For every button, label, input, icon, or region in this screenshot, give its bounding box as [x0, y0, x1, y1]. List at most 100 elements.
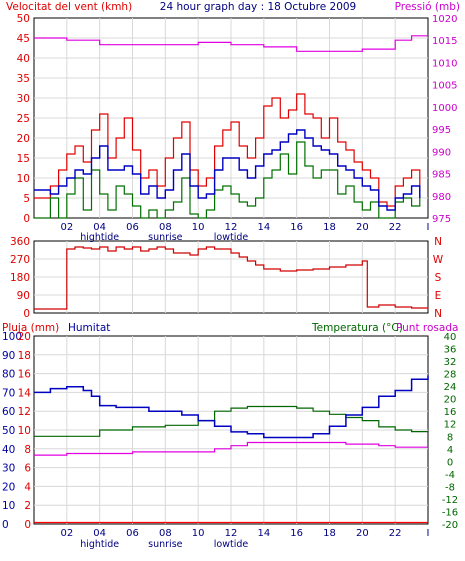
series-line-gust: [34, 93, 421, 207]
humidity-y-tick-label: 70: [2, 387, 15, 399]
rain-y-tick-label: 4: [24, 481, 31, 493]
compass-tick-label: S: [435, 272, 442, 284]
tide-label-bottom: lowtide: [214, 539, 249, 550]
wind-axis-title: Velocitat del vent (kmh): [6, 1, 132, 13]
pressure-y-tick-label: 990: [432, 147, 451, 158]
compass-tick-label: W: [433, 254, 444, 266]
x-tick-label-top: 16: [290, 222, 303, 233]
x-tick-label-bottom: 18: [323, 528, 336, 539]
x-tick-label-bottom: 12: [225, 528, 238, 539]
x-tick-label-top: 20: [356, 222, 369, 233]
pressure-y-tick-label: 1000: [432, 103, 457, 114]
direction-y-tick-label: 180: [10, 272, 30, 284]
compass-tick-label: N: [434, 308, 442, 320]
humidity-axis-title: Humitat: [68, 322, 110, 334]
series-line-avg: [34, 129, 421, 211]
humidity-y-tick-label: 40: [2, 444, 15, 456]
x-tick-label-bottom: 02: [60, 528, 73, 539]
tide-label-bottom: hightide: [80, 539, 119, 550]
x-tick-label-top: 04: [93, 222, 106, 233]
wind-y-tick-label: 15: [17, 153, 30, 165]
x-tick-label-bottom: 22: [389, 528, 402, 539]
pressure-y-tick-label: 975: [432, 214, 451, 225]
series-line-min: [34, 141, 421, 219]
wind-y-tick-label: 30: [17, 93, 30, 105]
direction-y-tick-label: 0: [23, 308, 30, 320]
rain-y-tick-label: 2: [24, 500, 31, 512]
series-line-pressure: [34, 35, 428, 52]
x-tick-label-top: 14: [257, 222, 270, 233]
temperature-y-tick-label: 16: [444, 407, 457, 418]
temperature-y-tick-label: -8: [445, 482, 455, 493]
x-tick-label-bottom: I: [427, 528, 430, 539]
wind-y-tick-label: 0: [23, 213, 30, 225]
wind-y-tick-label: 40: [17, 53, 30, 65]
temperature-y-tick-label: 24: [444, 382, 457, 393]
temperature-y-tick-label: 36: [444, 345, 457, 356]
pressure-y-tick-label: 1005: [432, 81, 457, 92]
temperature-y-tick-label: 0: [447, 457, 453, 468]
x-tick-label-top: 06: [126, 222, 139, 233]
pressure-axis-title: Pressió (mb): [395, 1, 460, 13]
humidity-y-tick-label: 0: [2, 519, 9, 531]
direction-y-tick-label: 90: [17, 290, 30, 302]
x-tick-label-bottom: 08: [159, 528, 172, 539]
rain-y-tick-label: 16: [18, 369, 32, 381]
wind-y-tick-label: 35: [17, 73, 30, 85]
dewpoint-axis-title: Punt rosada: [396, 322, 458, 334]
wind-y-tick-label: 25: [17, 113, 30, 125]
series-line-temperature: [34, 405, 428, 437]
rain-y-tick-label: 10: [18, 425, 31, 437]
temperature-y-tick-label: -12: [442, 495, 458, 506]
temperature-y-tick-label: 28: [444, 370, 457, 381]
x-tick-label-bottom: 20: [356, 528, 369, 539]
temperature-y-tick-label: 40: [444, 332, 457, 343]
rain-y-tick-label: 0: [24, 519, 31, 531]
humidity-y-tick-label: 100: [2, 331, 22, 343]
rain-y-tick-label: 14: [18, 387, 32, 399]
temperature-y-tick-label: 8: [447, 432, 453, 443]
series-layer: [34, 35, 429, 524]
chart-title: 24 hour graph day : 18 Octubre 2009: [160, 1, 356, 13]
pressure-y-tick-label: 1015: [432, 36, 457, 47]
temperature-y-tick-label: 20: [444, 395, 457, 406]
wind-y-tick-label: 50: [17, 13, 30, 25]
x-tick-label-bottom: 14: [257, 528, 270, 539]
humidity-y-tick-label: 80: [2, 369, 15, 381]
temperature-y-tick-label: 4: [447, 445, 453, 456]
tide-label-bottom: sunrise: [148, 539, 182, 550]
humidity-y-tick-label: 10: [2, 500, 15, 512]
x-tick-label-top: 12: [225, 222, 238, 233]
rain-y-tick-label: 18: [18, 350, 31, 362]
tide-label-top: lowtide: [214, 232, 249, 243]
humidity-y-tick-label: 60: [2, 406, 15, 418]
x-tick-label-top: 10: [192, 222, 205, 233]
x-tick-label-top: 22: [389, 222, 402, 233]
temperature-y-tick-label: -4: [445, 470, 455, 481]
x-tick-label-bottom: 06: [126, 528, 139, 539]
temperature-axis-title: Temperatura (°C): [311, 322, 403, 334]
compass-tick-label: E: [435, 290, 442, 302]
pressure-y-tick-label: 985: [432, 170, 451, 181]
rain-y-tick-label: 8: [24, 444, 31, 456]
pressure-y-tick-label: 1020: [432, 14, 457, 25]
wind-y-tick-label: 20: [17, 133, 30, 145]
series-line-humidity: [34, 375, 429, 439]
humidity-y-tick-label: 30: [2, 463, 15, 475]
direction-y-tick-label: 360: [10, 236, 30, 248]
humidity-y-tick-label: 50: [2, 425, 15, 437]
x-tick-label-top: I: [427, 222, 430, 233]
x-tick-label-top: 08: [159, 222, 172, 233]
temperature-y-tick-label: -20: [442, 520, 458, 531]
tide-label-top: sunrise: [148, 232, 182, 243]
rain-y-tick-label: 20: [18, 331, 31, 343]
series-line-dewpoint: [34, 441, 428, 456]
rain-y-tick-label: 6: [24, 463, 31, 475]
compass-tick-label: N: [434, 236, 442, 248]
humidity-y-tick-label: 20: [2, 481, 15, 493]
x-tick-label-top: 02: [60, 222, 73, 233]
wind-y-tick-label: 45: [17, 33, 30, 45]
pressure-y-tick-label: 980: [432, 192, 451, 203]
series-line-direction: [34, 246, 429, 310]
